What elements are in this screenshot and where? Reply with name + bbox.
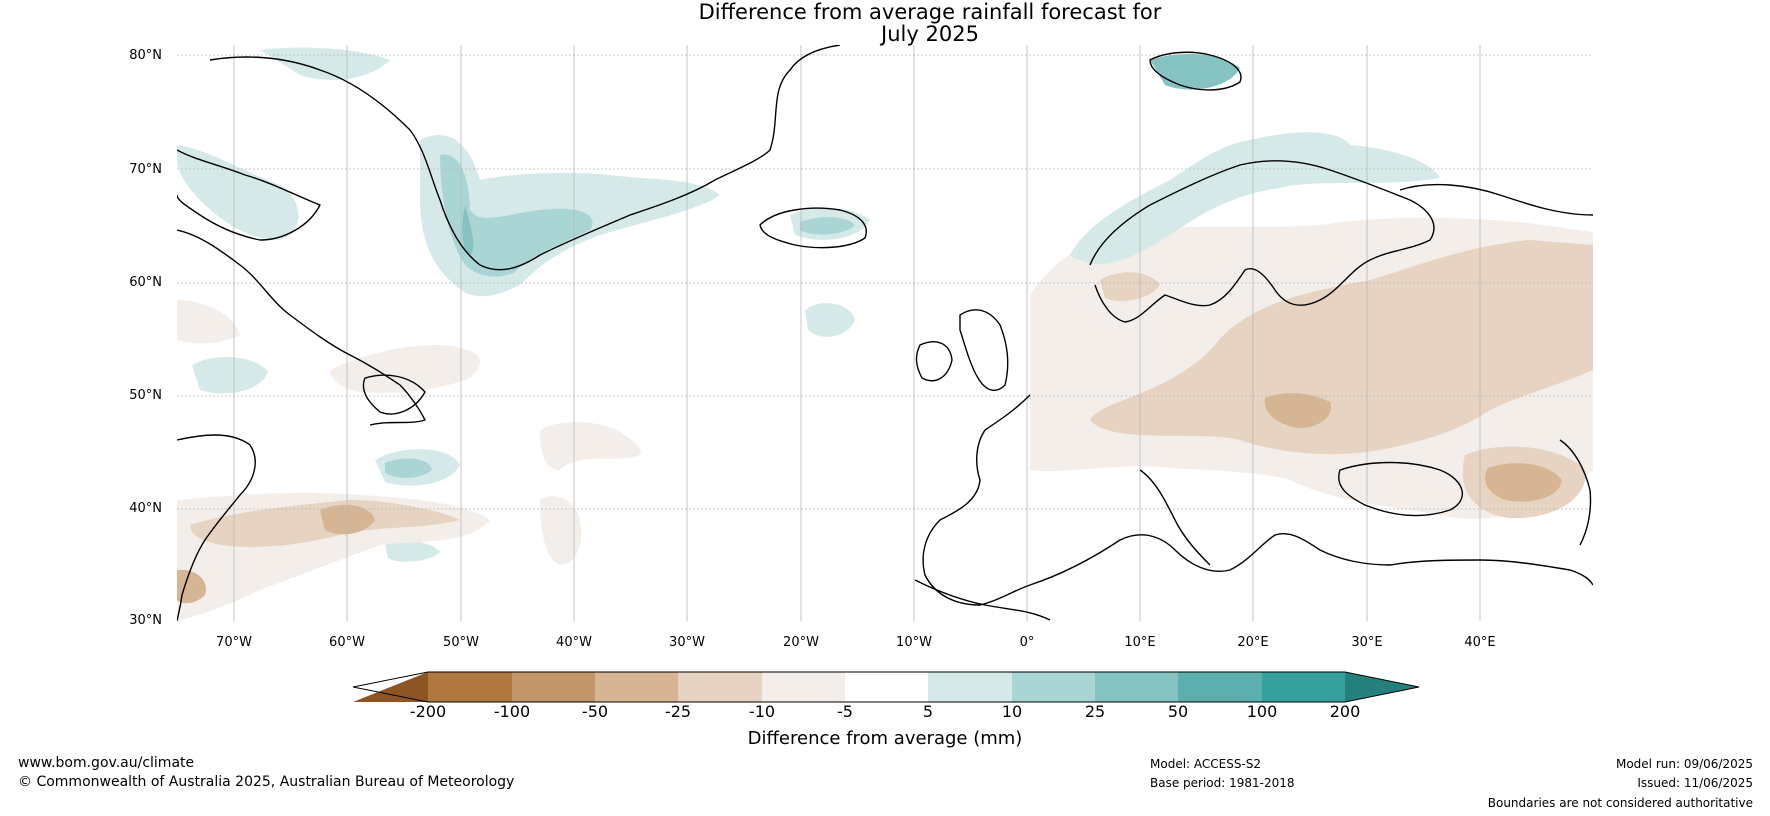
barents-coastline <box>1399 183 1593 216</box>
iceland-wet-core <box>800 217 855 235</box>
colorbar-tick-label: 100 <box>1246 702 1278 721</box>
lon-label: 20°W <box>783 635 819 650</box>
lat-label: 70°N <box>129 162 162 177</box>
lat-label: 30°N <box>129 613 162 628</box>
footer-copyright: © Commonwealth of Australia 2025, Austra… <box>18 774 515 790</box>
black-sea-coastline <box>1338 461 1463 517</box>
greenland-wet-strong <box>462 205 474 255</box>
labrador-wet-anomaly <box>192 356 268 394</box>
colorbar-segment <box>512 672 595 702</box>
footer-base-period: Base period: 1981-2018 <box>1150 776 1295 790</box>
lon-label: 10°W <box>896 635 932 650</box>
lat-label: 40°N <box>129 501 162 516</box>
colorbar-segment <box>928 672 1012 702</box>
map-gridlines <box>177 45 1593 621</box>
colorbar-segment <box>845 672 928 702</box>
baffin-wet-anomaly <box>177 145 299 240</box>
colorbar-tick-label: 200 <box>1329 702 1361 721</box>
lon-label: 40°W <box>556 635 592 650</box>
svalbard-wet-anomaly <box>1150 53 1240 90</box>
colorbar-tick-label: 10 <box>1001 702 1023 721</box>
anomaly-shading <box>177 47 1593 621</box>
baffin-coastline <box>177 149 321 241</box>
europe-dry-anomaly-mid <box>1090 240 1593 455</box>
map-plot-area <box>177 45 1593 621</box>
newfoundland-dry-anomaly <box>330 345 480 393</box>
norway-dry-anomaly <box>1100 272 1160 302</box>
map-title-line-1: Difference from average rainfall forecas… <box>698 0 1162 24</box>
mediterranean-coastline <box>1029 533 1593 586</box>
colorbar-tick-label: -50 <box>581 702 609 721</box>
north-africa-coastline <box>914 579 1051 621</box>
colorbar-segment <box>1262 672 1345 702</box>
colorbar-tick-label: -5 <box>837 702 853 721</box>
colorbar-tick-label: -25 <box>664 702 692 721</box>
colorbar-segment <box>428 672 512 702</box>
labrador-coastline <box>177 229 426 426</box>
colorbar-segment <box>762 672 845 702</box>
lon-label: 70°W <box>216 635 252 650</box>
iceland-coastline <box>759 207 867 249</box>
italy-coastline <box>1139 469 1211 566</box>
lon-label: 10°E <box>1124 635 1156 650</box>
colorbar-tick-label: -100 <box>493 702 531 721</box>
mid-atlantic-dry-anomaly <box>540 421 641 470</box>
colorbar-tick-label: -10 <box>748 702 776 721</box>
svalbard-coastline <box>1149 51 1242 91</box>
lon-label: 20°E <box>1237 635 1269 650</box>
ellesmere-wet-anomaly <box>260 47 390 80</box>
scandinavia-wet-anomaly <box>1070 132 1440 265</box>
atlantic-dry-core <box>320 504 375 535</box>
colorbar-extend-high <box>1345 672 1419 702</box>
lon-label: 30°E <box>1351 635 1383 650</box>
footer-model-run: Model run: 09/06/2025 <box>1615 757 1753 771</box>
newfoundland-coastline <box>362 374 426 415</box>
caucasus-dry-core <box>1484 463 1562 502</box>
us-east-coastline <box>177 434 256 621</box>
colorbar-segment <box>678 672 762 702</box>
lon-label: 40°E <box>1464 635 1496 650</box>
colorbar <box>352 671 1420 703</box>
canary-wet-anomaly <box>385 540 440 562</box>
azores-dry-anomaly <box>540 496 582 565</box>
west-atlantic-dry-core <box>177 569 206 604</box>
colorbar-extend-low <box>353 672 428 702</box>
british-isles-coastline <box>915 309 1009 392</box>
colorbar-segment <box>595 672 678 702</box>
lon-label: 0° <box>1019 635 1035 650</box>
europe-west-coastline <box>922 394 1031 606</box>
footer-issued: Issued: 11/06/2025 <box>1637 776 1753 790</box>
lat-label: 60°N <box>129 275 162 290</box>
colorbar-segment <box>1012 672 1095 702</box>
colorbar-tick-label: -200 <box>409 702 447 721</box>
caspian-coastline <box>1559 439 1592 546</box>
coastlines <box>177 45 1593 621</box>
colorbar-segment <box>1178 672 1262 702</box>
lon-label: 60°W <box>329 635 365 650</box>
atlantic-wet-core <box>385 458 432 478</box>
colorbar-tick-label: 50 <box>1167 702 1189 721</box>
lon-label: 50°W <box>443 635 479 650</box>
scandinavia-coastline <box>1089 160 1435 323</box>
lat-label: 50°N <box>129 388 162 403</box>
lon-label: 30°W <box>669 635 705 650</box>
footer-disclaimer: Boundaries are not considered authoritat… <box>1487 796 1753 810</box>
footer-website: www.bom.gov.au/climate <box>18 755 195 771</box>
colorbar-title: Difference from average (mm) <box>747 728 1023 749</box>
greenland-wet-core <box>440 154 593 277</box>
footer-model: Model: ACCESS-S2 <box>1150 757 1262 771</box>
map-title-line-2: July 2025 <box>881 22 979 46</box>
greenland-coastline <box>209 45 841 271</box>
colorbar-tick-label: 5 <box>922 702 934 721</box>
balkans-dry-anomaly <box>1264 393 1331 428</box>
colorbar-segment <box>1095 672 1178 702</box>
labrador-dry-anomaly <box>177 300 240 344</box>
lat-label: 80°N <box>129 48 162 63</box>
north-atlantic-wet-anomaly <box>805 303 855 337</box>
colorbar-tick-label: 25 <box>1084 702 1106 721</box>
